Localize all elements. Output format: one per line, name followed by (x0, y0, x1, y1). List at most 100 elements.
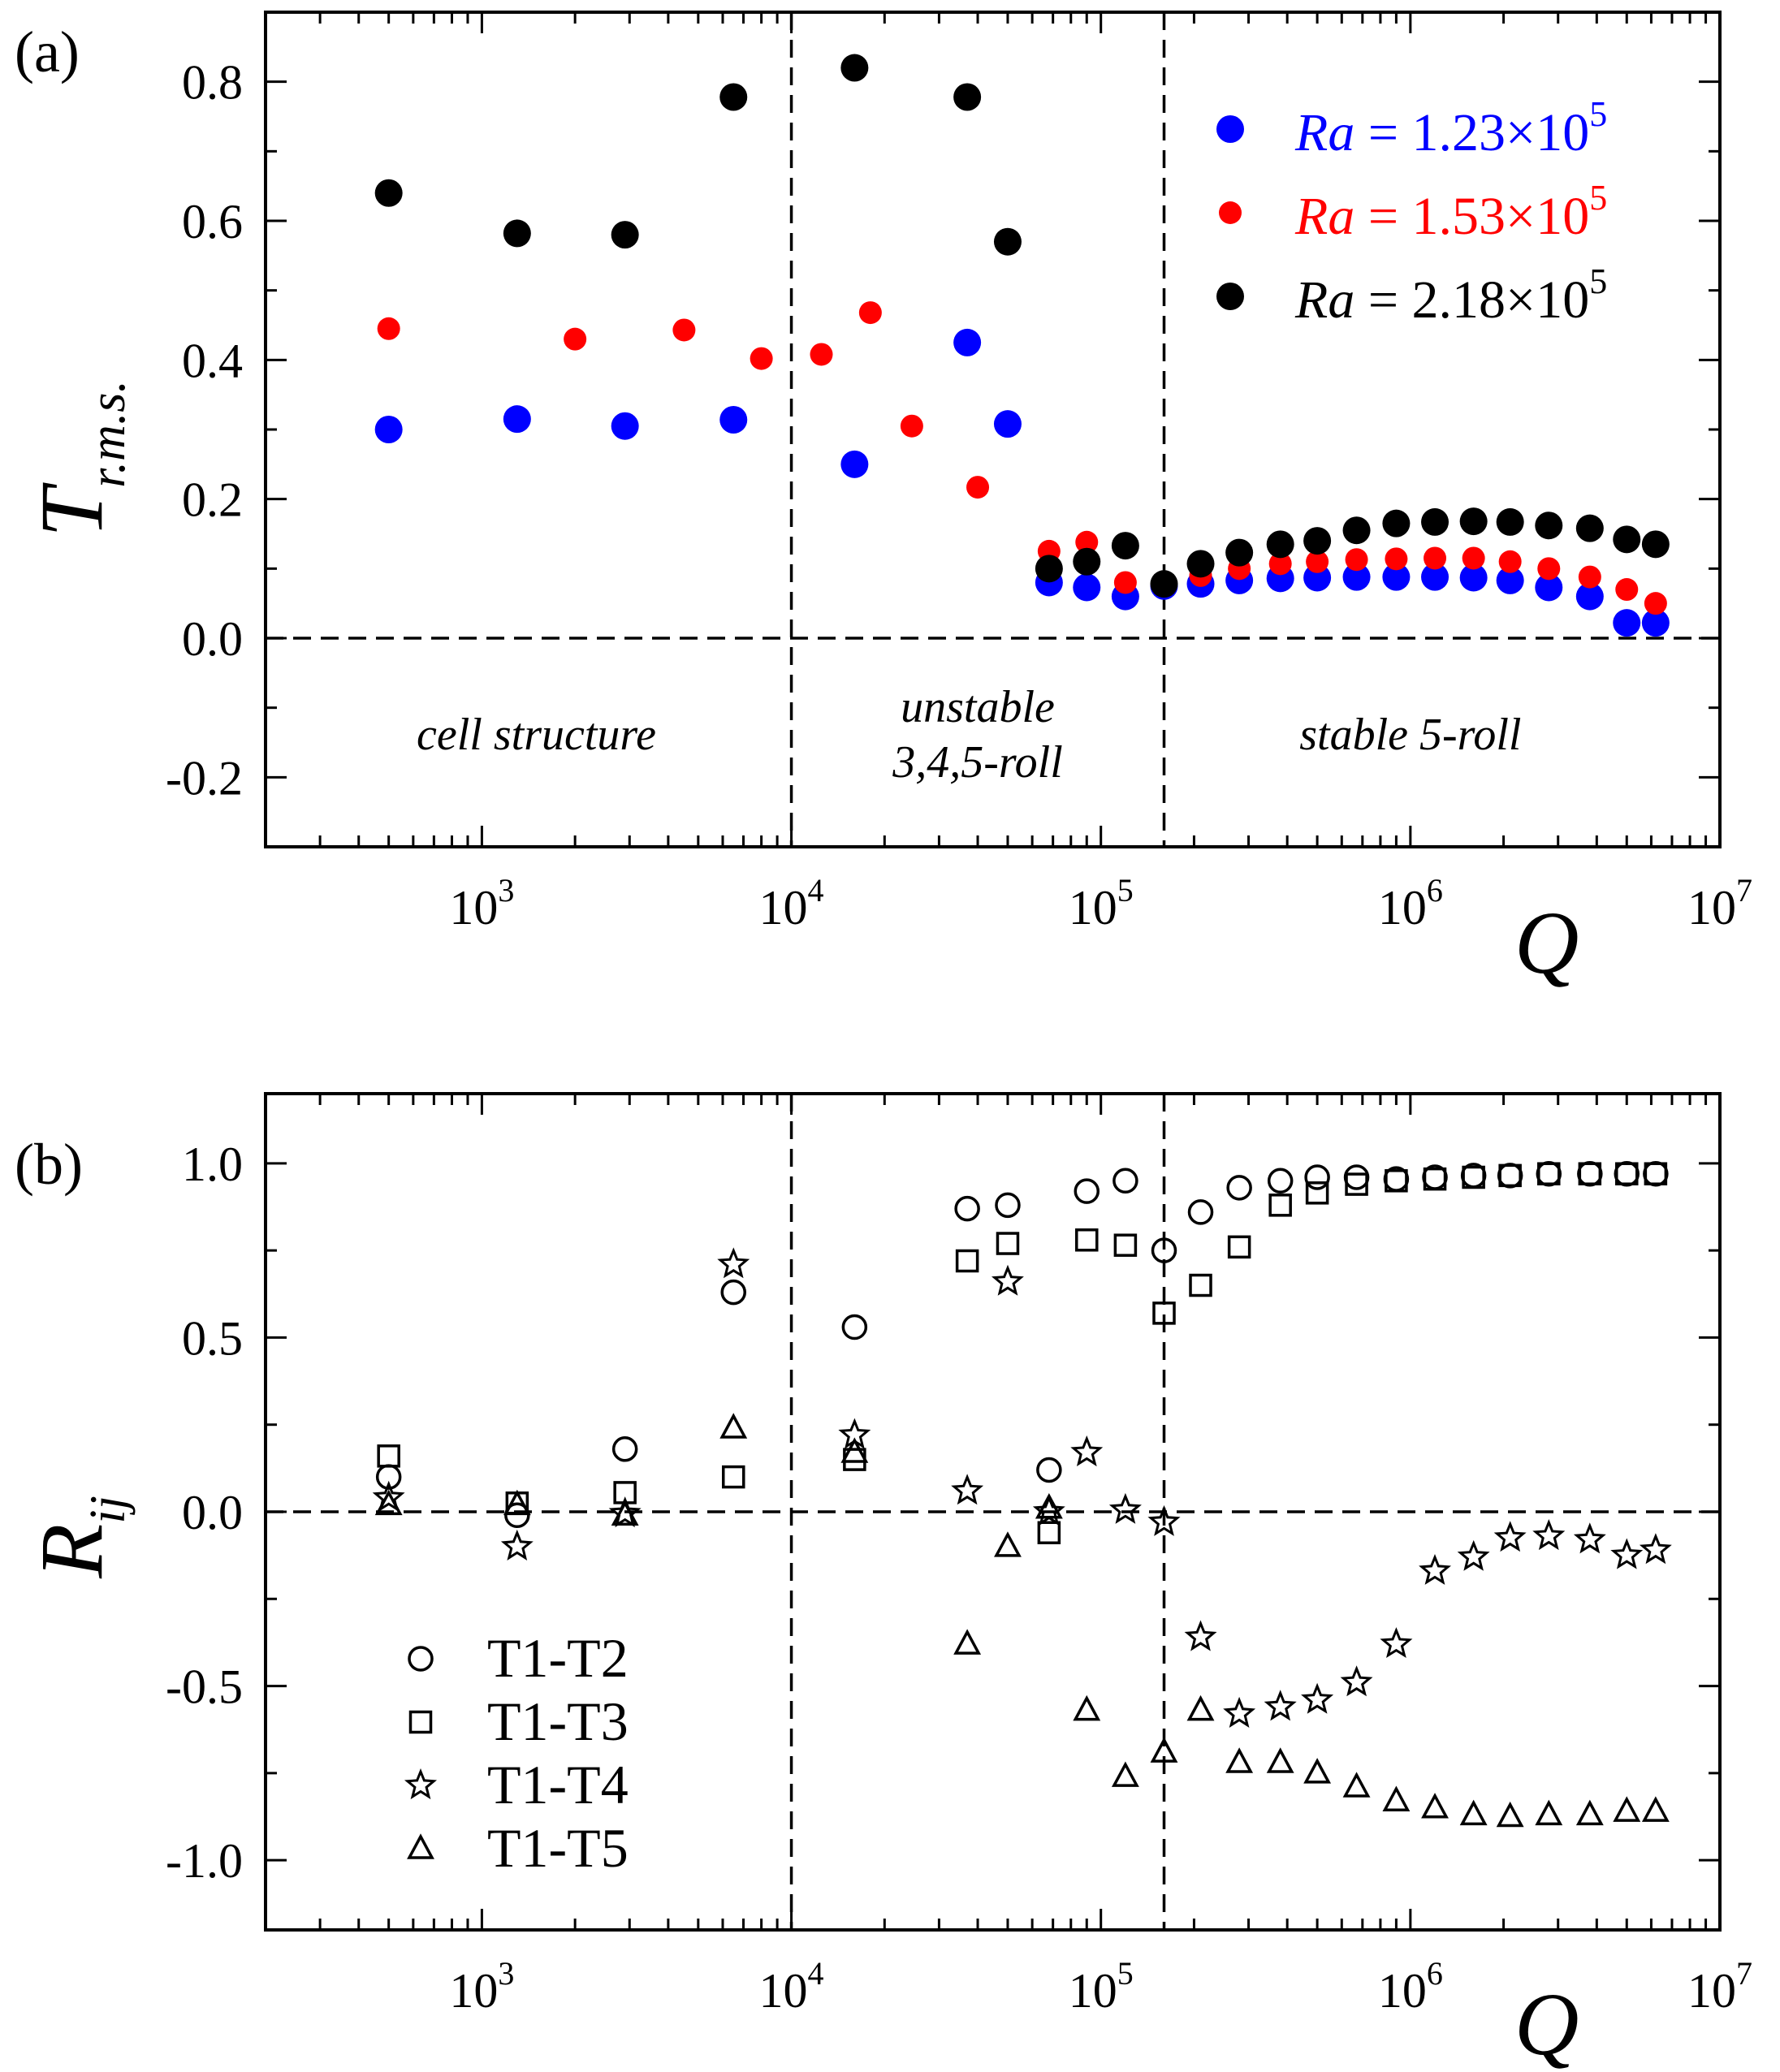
data-point (1459, 1799, 1488, 1826)
data-point (1225, 538, 1254, 567)
region-label: unstable 3,4,5-roll (892, 682, 1062, 788)
data-point (1306, 550, 1329, 573)
data-point (1614, 1160, 1640, 1187)
data-point (951, 1474, 984, 1505)
data-point (1150, 570, 1178, 598)
data-point (1070, 1435, 1104, 1467)
data-point (1227, 1235, 1251, 1259)
data-point (1497, 1163, 1523, 1189)
data-point (1641, 530, 1670, 559)
data-point (1575, 1799, 1604, 1826)
data-point (1462, 546, 1485, 570)
data-point (1266, 1747, 1294, 1773)
data-point (810, 343, 833, 366)
data-point (1641, 609, 1670, 637)
data-point (374, 179, 403, 207)
data-point (1303, 1758, 1332, 1784)
data-point (1075, 1228, 1099, 1252)
x-tick-label: 106 (1378, 872, 1443, 935)
x-axis-title: Q (1514, 893, 1579, 992)
data-point (719, 406, 748, 434)
y-tick-label: 1.0 (182, 1137, 243, 1191)
data-point (1643, 1160, 1669, 1187)
x-tick-label: 107 (1687, 872, 1752, 935)
data-point (377, 317, 400, 340)
data-point (1111, 1761, 1139, 1787)
series-ra-1-53-10-5 (377, 301, 1667, 615)
data-point (1613, 525, 1641, 554)
data-point (858, 301, 882, 325)
data-point (1340, 1665, 1373, 1697)
data-point (1615, 1162, 1639, 1185)
data-point (1342, 563, 1371, 591)
data-point (900, 414, 923, 438)
data-point (966, 476, 990, 499)
data-point (1345, 1172, 1368, 1196)
data-point (953, 328, 982, 356)
data-point (1639, 1533, 1672, 1565)
data-point (374, 416, 403, 443)
panel-label: (a) (15, 19, 80, 84)
data-point (1380, 1627, 1413, 1659)
y-tick-label: 0.6 (182, 195, 243, 248)
data-point (1187, 1199, 1214, 1225)
data-point (1151, 1237, 1177, 1263)
data-point (953, 83, 982, 111)
data-point (672, 318, 696, 342)
data-point (840, 450, 869, 478)
data-point (1111, 532, 1139, 560)
x-tick-label: 105 (1069, 1955, 1134, 2018)
data-point (955, 1249, 979, 1273)
data-point (840, 1437, 869, 1463)
data-point (1073, 1694, 1101, 1721)
data-point (1644, 1162, 1668, 1185)
y-tick-label: -0.2 (166, 751, 243, 805)
data-point (1303, 527, 1332, 555)
data-point (1304, 1164, 1330, 1190)
data-point (374, 1489, 403, 1516)
legend-entry: Ra = 1.23×105 (1294, 94, 1607, 162)
data-point (1537, 557, 1561, 581)
data-point (503, 405, 531, 434)
data-point (1644, 592, 1667, 615)
data-point (611, 412, 639, 440)
data-point (1421, 507, 1449, 536)
data-point (993, 227, 1022, 256)
data-point (993, 410, 1022, 438)
data-point (1186, 1694, 1215, 1721)
data-point (1223, 1696, 1256, 1728)
x-tick-label: 103 (449, 1955, 514, 2018)
data-point (503, 1489, 531, 1516)
data-point (1459, 563, 1488, 592)
data-point (1613, 1796, 1641, 1822)
y-axis-title: Rij (22, 1496, 136, 1579)
data-point (1496, 507, 1524, 536)
legend-entry: T1-T2 (487, 1627, 629, 1689)
series-ra-2-18-10-5 (374, 54, 1670, 598)
data-point (1036, 1457, 1062, 1483)
data-point (1150, 1737, 1178, 1763)
legend-marker (1216, 283, 1244, 310)
data-point (1073, 547, 1101, 576)
data-point (995, 1192, 1021, 1219)
data-point (1496, 1801, 1524, 1828)
data-point (1112, 1168, 1138, 1194)
series-ra-1-23-10-5 (374, 328, 1670, 637)
x-tick-label: 103 (449, 872, 514, 935)
data-point (504, 1502, 530, 1529)
data-point (1535, 573, 1563, 602)
data-point (1573, 1522, 1606, 1554)
legend-marker (1216, 115, 1244, 143)
data-point (611, 1500, 639, 1526)
data-point (1462, 1165, 1485, 1189)
data-point (1035, 555, 1063, 583)
panel-label: (b) (15, 1132, 83, 1197)
x-tick-label: 105 (1069, 872, 1134, 935)
y-axis-title: Tr.m.s. (22, 380, 136, 537)
legend-marker (1219, 201, 1242, 224)
data-point (1113, 1233, 1138, 1257)
legend-marker (404, 1768, 438, 1800)
legend-entry: T1-T3 (487, 1690, 629, 1752)
data-point (377, 1444, 400, 1468)
